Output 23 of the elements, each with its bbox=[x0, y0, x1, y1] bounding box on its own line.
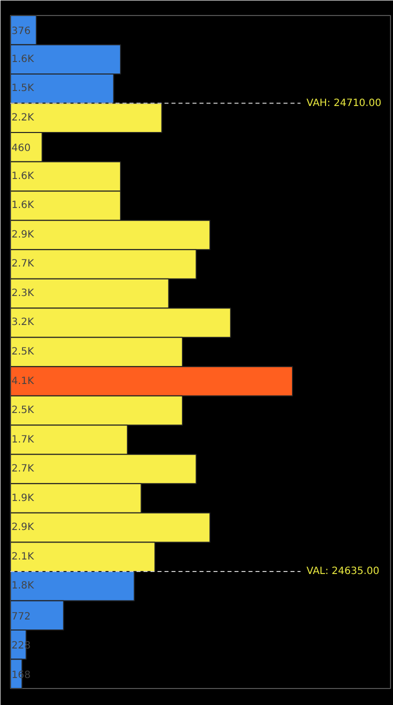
data-label: 3.2K bbox=[12, 317, 34, 328]
data-label: 1.8K bbox=[12, 580, 34, 592]
data-label: 2.5K bbox=[12, 346, 34, 358]
data-label: 1.5K bbox=[12, 83, 34, 94]
data-label: 2.1K bbox=[12, 551, 34, 562]
data-label: 2.7K bbox=[12, 258, 34, 270]
data-label: 460 bbox=[12, 143, 31, 154]
text: VAL: 24635.00 bbox=[306, 566, 380, 577]
data-label: 2.9K bbox=[12, 522, 34, 534]
data-label: 2.9K bbox=[12, 229, 34, 240]
data-label: 1.9K bbox=[12, 492, 34, 504]
data-label: 1.6K bbox=[12, 200, 34, 212]
data-label: 1.7K bbox=[12, 434, 34, 446]
data-label: 4.1K bbox=[12, 376, 34, 387]
data-label: 1.6K bbox=[12, 54, 34, 65]
text: VAH: 24710.00 bbox=[306, 98, 382, 109]
data-label: 2.7K bbox=[12, 464, 34, 475]
data-label: 1.6K bbox=[12, 170, 34, 182]
data-label: 2.3K bbox=[12, 288, 34, 299]
data-label: 2.2K bbox=[12, 112, 34, 124]
data-label: 2.5K bbox=[12, 405, 34, 416]
data-label: 772 bbox=[12, 611, 31, 622]
data-label: 376 bbox=[12, 26, 31, 38]
